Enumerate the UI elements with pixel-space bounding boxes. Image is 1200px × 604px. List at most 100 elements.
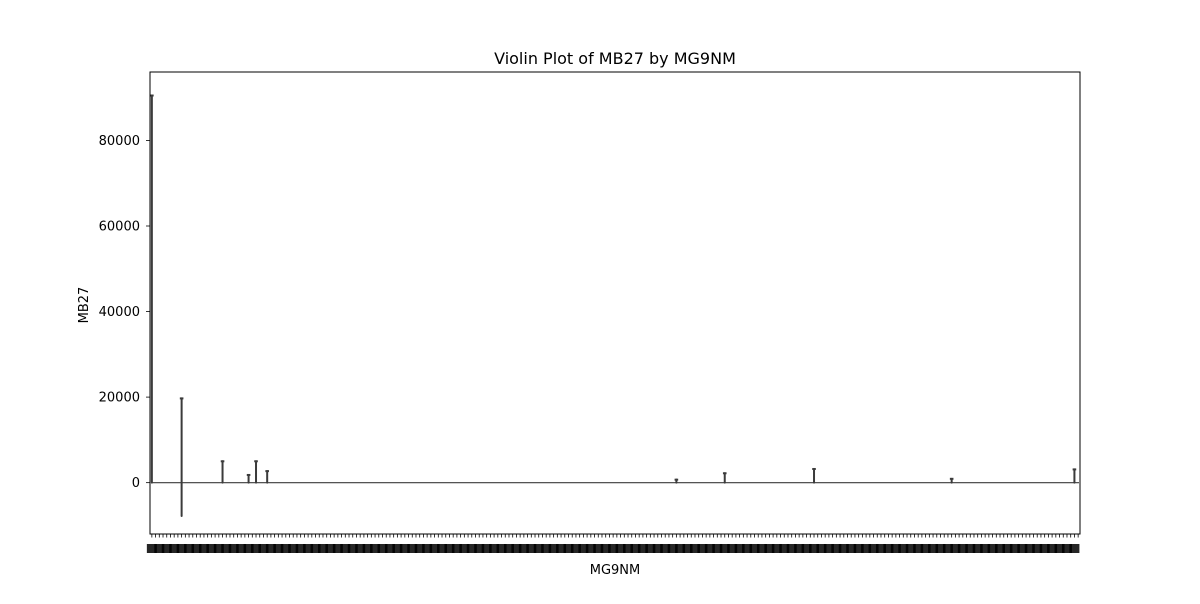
x-tick-label-234 — [1017, 544, 1028, 553]
x-tick-label-86 — [466, 544, 477, 553]
x-tick-label-240 — [1039, 544, 1050, 553]
x-tick-label-162 — [749, 544, 760, 553]
x-tick-label-242 — [1047, 544, 1058, 553]
x-tick-label-228 — [995, 544, 1006, 553]
y-tick-label-20000: 20000 — [99, 391, 140, 406]
x-tick-label-102 — [526, 544, 537, 553]
x-tick-label-18 — [213, 544, 224, 553]
y-tick-label-40000: 40000 — [99, 305, 140, 320]
x-axis-label: MG9NM — [590, 563, 641, 578]
x-tick-label-204 — [905, 544, 916, 553]
x-tick-label-44 — [310, 544, 321, 553]
x-tick-label-50 — [332, 544, 343, 553]
x-tick-label-124 — [608, 544, 619, 553]
x-tick-label-132 — [637, 544, 648, 553]
x-tick-label-82 — [451, 544, 462, 553]
plot-frame — [149, 71, 1081, 535]
x-tick-label-14 — [198, 544, 209, 553]
x-tick-label-220 — [965, 544, 976, 553]
x-tick-label-134 — [645, 544, 656, 553]
x-tick-label-36 — [280, 544, 291, 553]
x-tick-label-84 — [459, 544, 470, 553]
x-tick-label-246 — [1061, 544, 1072, 553]
x-tick-label-6 — [169, 544, 180, 553]
x-tick-label-72 — [414, 544, 425, 553]
x-tick-label-212 — [935, 544, 946, 553]
x-tick-label-26 — [243, 544, 254, 553]
x-tick-label-208 — [920, 544, 931, 553]
x-tick-label-174 — [794, 544, 805, 553]
x-tick-label-128 — [623, 544, 634, 553]
x-tick-label-200 — [890, 544, 901, 553]
x-tick-label-222 — [972, 544, 983, 553]
x-tick-label-188 — [846, 544, 857, 553]
x-tick-label-168 — [771, 544, 782, 553]
x-tick-label-236 — [1024, 544, 1035, 553]
x-tick-label-108 — [548, 544, 559, 553]
x-tick-label-58 — [362, 544, 373, 553]
x-tick-label-194 — [868, 544, 879, 553]
y-tick-label-60000: 60000 — [99, 220, 140, 235]
x-tick-label-238 — [1032, 544, 1043, 553]
x-tick-label-88 — [474, 544, 485, 553]
x-tick-label-98 — [511, 544, 522, 553]
x-tick-label-224 — [980, 544, 991, 553]
x-tick-label-110 — [556, 544, 567, 553]
x-tick-label-32 — [265, 544, 276, 553]
x-tick-label-66 — [392, 544, 403, 553]
x-tick-label-182 — [823, 544, 834, 553]
x-tick-label-40 — [295, 544, 306, 553]
x-tick-label-172 — [786, 544, 797, 553]
x-tick-label-80 — [444, 544, 455, 553]
x-tick-label-0 — [146, 544, 157, 553]
x-tick-label-126 — [615, 544, 626, 553]
x-tick-label-116 — [578, 544, 589, 553]
x-tick-label-20 — [221, 544, 232, 553]
x-tick-label-190 — [853, 544, 864, 553]
x-tick-label-68 — [399, 544, 410, 553]
x-tick-label-38 — [288, 544, 299, 553]
x-tick-label-76 — [429, 544, 440, 553]
x-tick-label-92 — [489, 544, 500, 553]
x-tick-label-216 — [950, 544, 961, 553]
x-tick-label-70 — [407, 544, 418, 553]
x-tick-label-158 — [734, 544, 745, 553]
x-tick-label-48 — [325, 544, 336, 553]
x-tick-label-218 — [957, 544, 968, 553]
x-tick-label-170 — [779, 544, 790, 553]
x-tick-label-156 — [727, 544, 738, 553]
x-tick-label-160 — [742, 544, 753, 553]
x-tick-label-120 — [593, 544, 604, 553]
x-tick-label-140 — [667, 544, 678, 553]
x-tick-label-96 — [503, 544, 514, 553]
x-tick-label-178 — [809, 544, 820, 553]
x-tick-label-4 — [161, 544, 172, 553]
x-tick-label-10 — [184, 544, 195, 553]
x-tick-label-94 — [496, 544, 507, 553]
x-tick-label-16 — [206, 544, 217, 553]
y-axis-label: MB27 — [77, 287, 92, 324]
x-tick-label-104 — [533, 544, 544, 553]
x-tick-label-144 — [682, 544, 693, 553]
x-tick-label-202 — [898, 544, 909, 553]
y-tick-label-0: 0 — [132, 476, 140, 491]
x-tick-label-198 — [883, 544, 894, 553]
x-tick-label-196 — [875, 544, 886, 553]
chart-title: Violin Plot of MB27 by MG9NM — [494, 49, 736, 68]
x-tick-label-118 — [585, 544, 596, 553]
x-tick-label-12 — [191, 544, 202, 553]
x-tick-label-164 — [756, 544, 767, 553]
x-tick-label-34 — [273, 544, 284, 553]
x-tick-label-214 — [942, 544, 953, 553]
x-tick-label-114 — [570, 544, 581, 553]
x-tick-label-78 — [437, 544, 448, 553]
x-tick-label-150 — [704, 544, 715, 553]
x-tick-label-142 — [675, 544, 686, 553]
x-tick-label-100 — [518, 544, 529, 553]
plot-area: 0 20000 40000 60000 80000 — [99, 71, 1081, 553]
x-tick-label-24 — [236, 544, 247, 553]
x-tick-label-60 — [370, 544, 381, 553]
x-tick-label-176 — [801, 544, 812, 553]
x-tick-label-210 — [928, 544, 939, 553]
